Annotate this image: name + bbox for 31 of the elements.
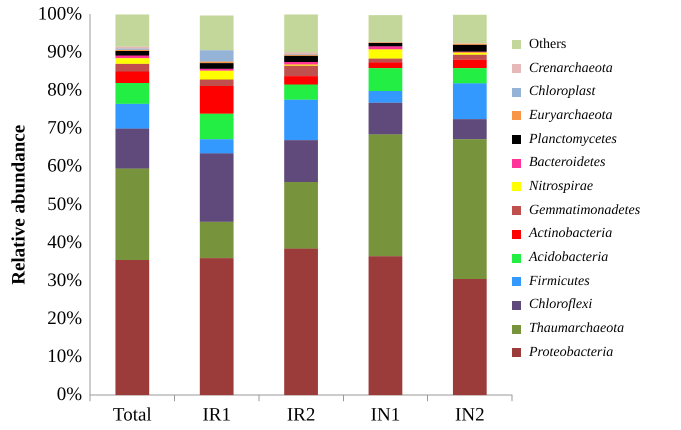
legend-label: Actinobacteria bbox=[529, 226, 612, 242]
legend-label: Gemmatimonadetes bbox=[529, 202, 640, 219]
y-tick-label: 100% bbox=[38, 3, 82, 24]
x-tick-label: IR1 bbox=[202, 404, 231, 426]
y-tick-label: 50% bbox=[47, 194, 82, 215]
legend-label: Crenarchaeota bbox=[529, 60, 613, 77]
legend-label: Thaumarchaeota bbox=[529, 321, 624, 338]
legend-label: Nitrospirae bbox=[529, 178, 594, 195]
y-tick-label: 60% bbox=[47, 156, 82, 177]
legend-label: Others bbox=[529, 36, 566, 53]
x-tick-label: Total bbox=[112, 404, 152, 426]
legend-label: Firmicutes bbox=[529, 274, 590, 290]
y-tick-label: 90% bbox=[47, 41, 82, 62]
y-tick-label: 0% bbox=[56, 384, 82, 406]
y-axis-title: Relative abundance bbox=[8, 124, 30, 285]
y-tick-label: 70% bbox=[47, 118, 82, 139]
x-tick-label: IR2 bbox=[286, 404, 316, 426]
x-tick-label: IN1 bbox=[370, 404, 400, 426]
legend-label: Proteobacteria bbox=[529, 344, 614, 361]
legend-label: Euryarchaeota bbox=[529, 108, 612, 124]
legend-label: Chloroflexi bbox=[529, 297, 592, 314]
x-tick-label: IN2 bbox=[455, 404, 485, 426]
y-tick-label: 10% bbox=[47, 346, 82, 368]
legend-label: Acidobacteria bbox=[529, 250, 608, 266]
legend-label: Planctomycetes bbox=[529, 132, 617, 148]
y-tick-label: 20% bbox=[47, 308, 82, 330]
y-tick-label: 80% bbox=[47, 80, 82, 101]
legend-label: Bacteroidetes bbox=[529, 155, 606, 172]
y-tick-label: 40% bbox=[47, 232, 82, 253]
legend-label: Chloroplast bbox=[529, 84, 596, 100]
y-tick-label: 30% bbox=[47, 270, 82, 291]
